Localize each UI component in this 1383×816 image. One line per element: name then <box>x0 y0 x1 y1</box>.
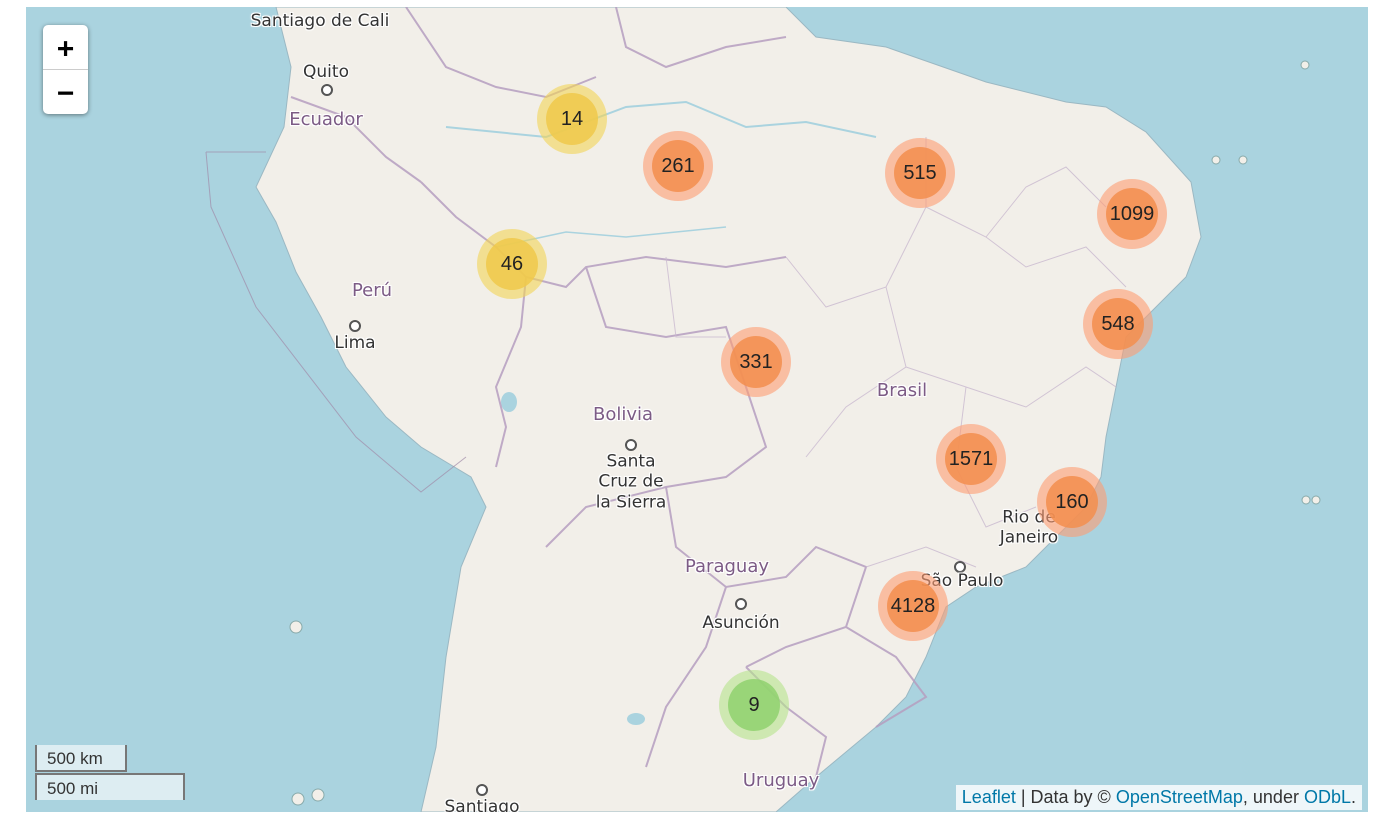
capital-marker-santiago <box>476 784 488 796</box>
marker-cluster[interactable]: 1099 <box>1097 179 1167 249</box>
country-label-ecuador: Ecuador <box>289 109 363 131</box>
cluster-count: 46 <box>486 238 538 290</box>
cluster-count: 14 <box>546 93 598 145</box>
zoom-control: + − <box>43 25 88 114</box>
marker-cluster[interactable]: 160 <box>1037 467 1107 537</box>
marker-cluster[interactable]: 14 <box>537 84 607 154</box>
scale-bar-mi: 500 mi <box>35 773 185 800</box>
cluster-count: 515 <box>894 147 946 199</box>
openstreetmap-link[interactable]: OpenStreetMap <box>1115 787 1243 807</box>
cluster-count: 4128 <box>887 580 939 632</box>
city-label-lima: Lima <box>334 332 376 353</box>
attribution-under: , under <box>1242 787 1304 807</box>
country-label-paraguay: Paraguay <box>684 556 770 578</box>
attribution-separator: | Data by © <box>1015 787 1116 807</box>
city-label-quito: Quito <box>303 61 349 82</box>
city-marker-santacruz <box>625 439 637 451</box>
country-label-peru: Perú <box>351 280 393 302</box>
map-container[interactable]: Santiago de Cali Quito Ecuador Perú Lima… <box>26 7 1368 812</box>
marker-cluster[interactable]: 515 <box>885 138 955 208</box>
scale-bar-km: 500 km <box>35 745 127 772</box>
country-label-brasil: Brasil <box>876 380 928 402</box>
attribution-end: . <box>1350 787 1356 807</box>
cluster-count: 331 <box>730 336 782 388</box>
marker-cluster[interactable]: 331 <box>721 327 791 397</box>
city-label-santiago: Santiago <box>444 796 520 812</box>
edge-fragment <box>0 10 4 24</box>
leaflet-link[interactable]: Leaflet <box>961 787 1016 807</box>
marker-cluster[interactable]: 548 <box>1083 289 1153 359</box>
cluster-count: 160 <box>1046 476 1098 528</box>
city-marker-saopaulo <box>954 561 966 573</box>
country-label-bolivia: Bolivia <box>592 404 654 426</box>
capital-marker-lima <box>349 320 361 332</box>
cluster-count: 1099 <box>1106 188 1158 240</box>
marker-cluster[interactable]: 4128 <box>878 571 948 641</box>
marker-cluster[interactable]: 46 <box>477 229 547 299</box>
attribution: Leaflet | Data by © OpenStreetMap, under… <box>955 785 1362 810</box>
capital-marker-quito <box>321 84 333 96</box>
zoom-out-button[interactable]: − <box>43 69 88 114</box>
odbl-link[interactable]: ODbL <box>1303 787 1351 807</box>
city-label-asuncion: Asunción <box>702 612 780 633</box>
cluster-count: 9 <box>728 679 780 731</box>
cluster-count: 261 <box>652 140 704 192</box>
city-label-cali: Santiago de Cali <box>250 10 390 31</box>
city-label-santacruz: Santa Cruz de la Sierra <box>595 451 667 513</box>
marker-cluster[interactable]: 1571 <box>936 424 1006 494</box>
cluster-count: 548 <box>1092 298 1144 350</box>
zoom-in-button[interactable]: + <box>57 30 74 64</box>
marker-cluster[interactable]: 261 <box>643 131 713 201</box>
country-label-uruguay: Uruguay <box>742 770 820 792</box>
marker-cluster[interactable]: 9 <box>719 670 789 740</box>
capital-marker-asuncion <box>735 598 747 610</box>
cluster-count: 1571 <box>945 433 997 485</box>
map-tiles <box>205 7 1321 812</box>
